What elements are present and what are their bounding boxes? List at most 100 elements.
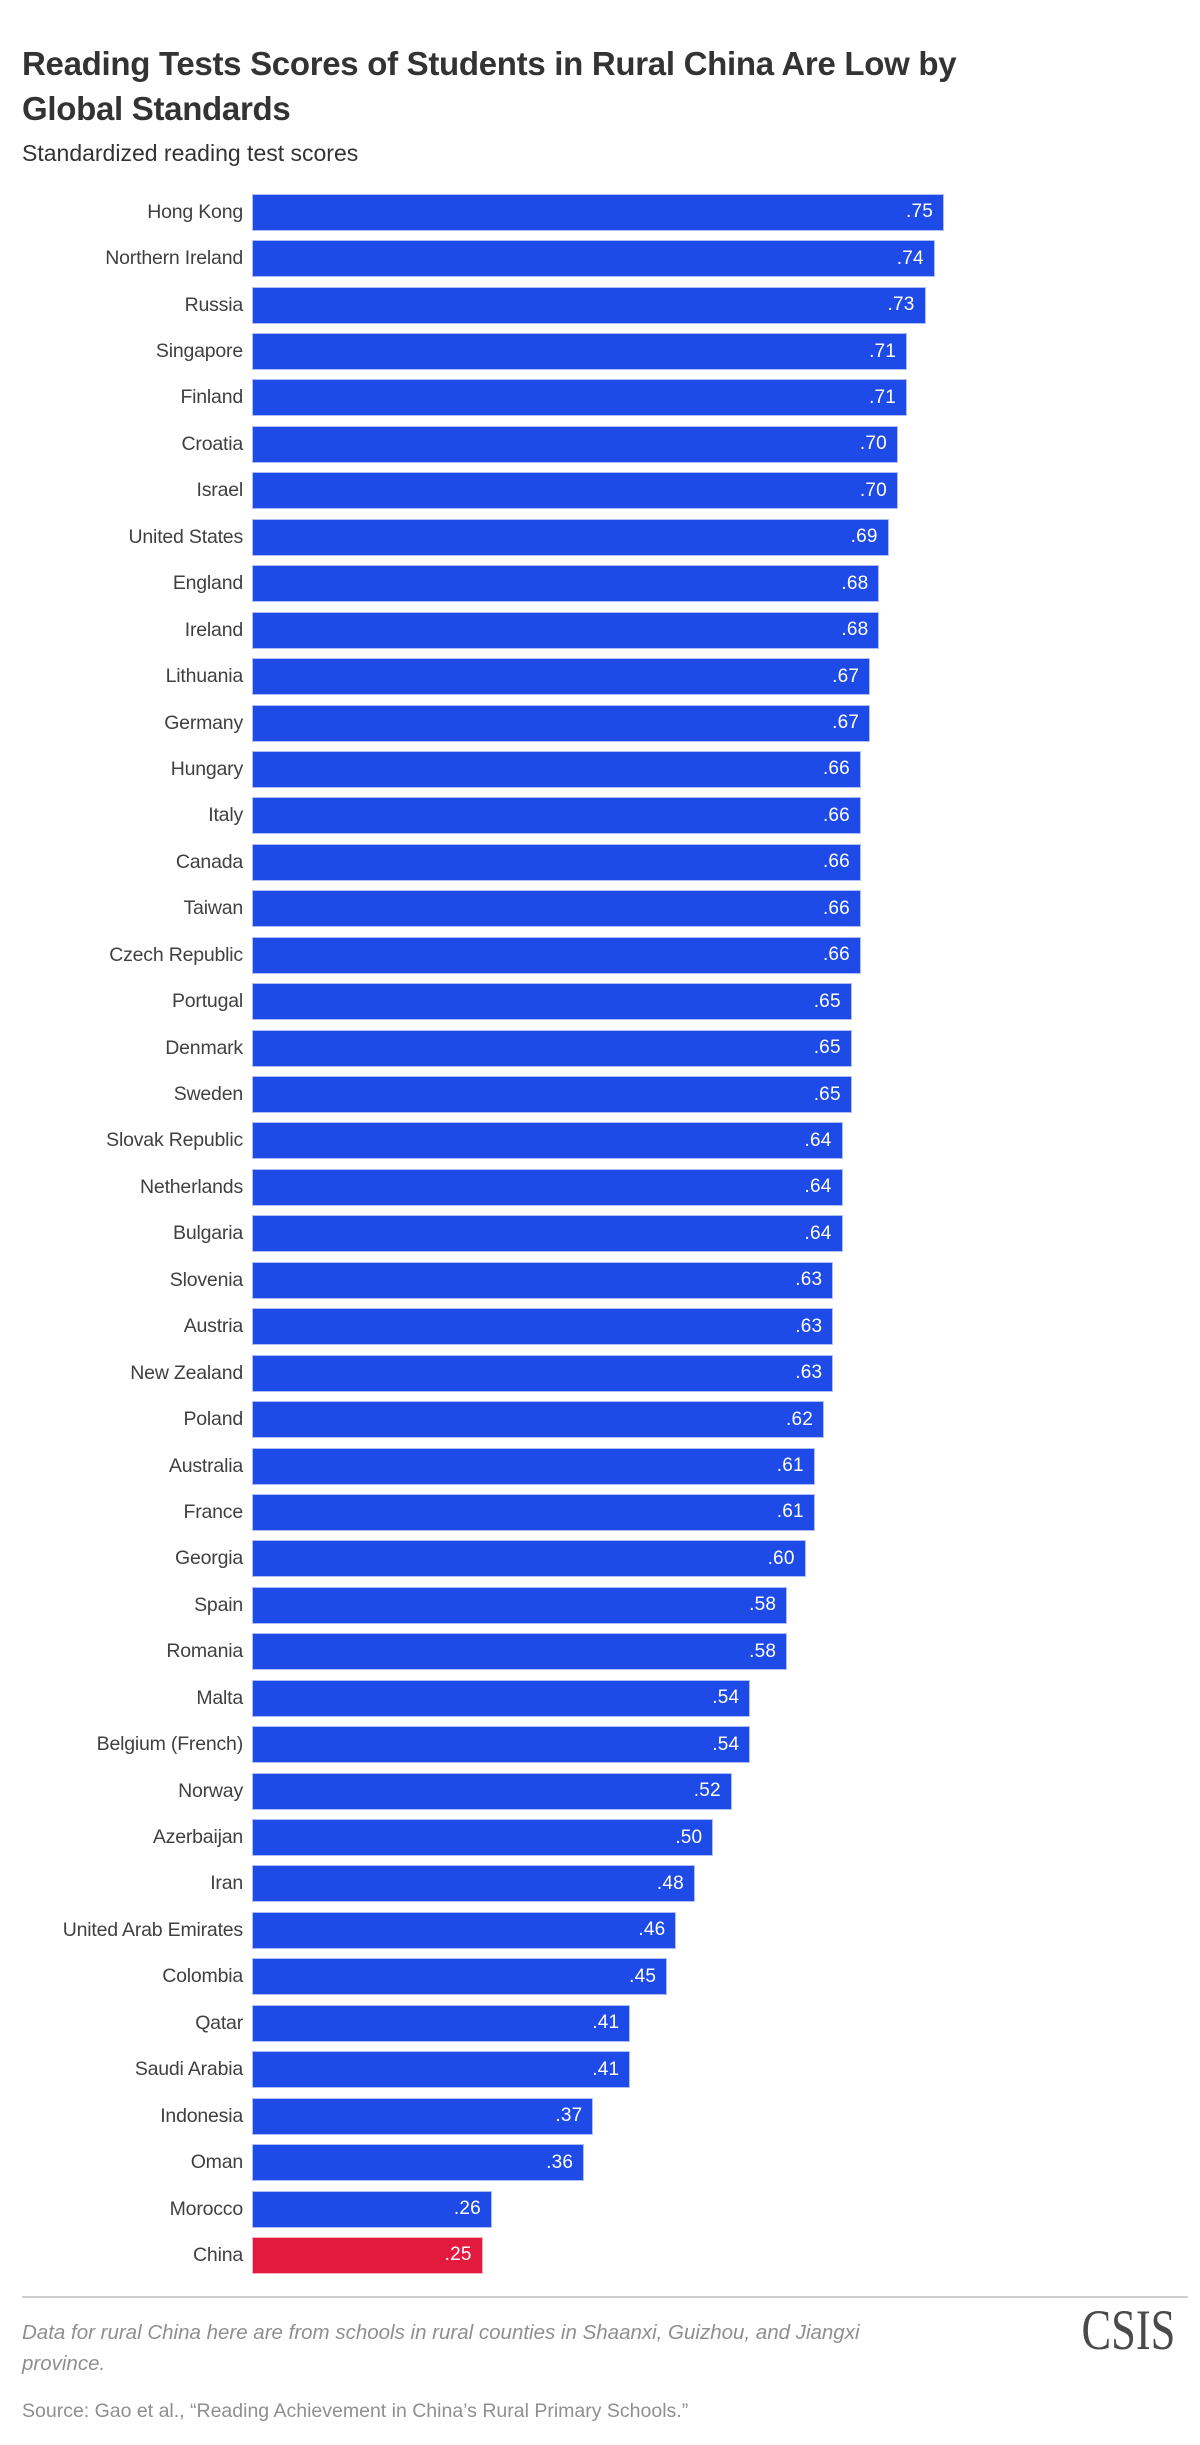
country-label: Colombia	[162, 1965, 243, 1988]
bar-track: .68	[252, 611, 1200, 649]
bar: .71	[252, 333, 908, 371]
bar-track: .61	[252, 1447, 1200, 1485]
value-label: .58	[749, 1594, 777, 1616]
bar-track: .68	[252, 565, 1200, 603]
bar-row: Hungary .66	[0, 746, 1200, 792]
bar-track: .75	[252, 193, 1200, 231]
bar-track: .70	[252, 472, 1200, 510]
bar-row: Finland .71	[0, 375, 1200, 421]
bar-track: .67	[252, 658, 1200, 696]
bar-track: .41	[252, 2051, 1200, 2089]
bar-track: .63	[252, 1308, 1200, 1346]
bar-row: Austria .63	[0, 1304, 1200, 1350]
bar-row: Poland .62	[0, 1396, 1200, 1442]
chart-subtitle: Standardized reading test scores	[22, 140, 359, 166]
bar-track: .66	[252, 797, 1200, 835]
bar-track: .58	[252, 1633, 1200, 1671]
bar-row: Romania .58	[0, 1629, 1200, 1675]
country-label: United Arab Emirates	[62, 1918, 243, 1941]
value-label: .66	[822, 944, 850, 966]
bar: .50	[252, 1819, 714, 1857]
bar-track: .70	[252, 425, 1200, 463]
value-label: .69	[850, 526, 878, 548]
bar: .54	[252, 1726, 751, 1764]
value-label: .52	[693, 1780, 721, 1802]
bar: .26	[252, 2190, 492, 2228]
bar-track: .62	[252, 1401, 1200, 1439]
country-label: Lithuania	[165, 665, 244, 688]
value-label: .60	[767, 1547, 795, 1569]
bar-row: United States .69	[0, 514, 1200, 560]
country-label: United States	[128, 525, 244, 548]
value-label: .66	[822, 851, 850, 873]
country-label: Singapore	[155, 340, 243, 363]
bar-row: Slovenia .63	[0, 1257, 1200, 1303]
bar-track: .63	[252, 1354, 1200, 1392]
country-label: Morocco	[169, 2197, 244, 2220]
bar: .68	[252, 565, 880, 603]
bar-row: New Zealand .63	[0, 1350, 1200, 1396]
country-label: Czech Republic	[109, 943, 243, 966]
bar-track: .64	[252, 1168, 1200, 1206]
country-label: France	[183, 1500, 244, 1523]
bar: .63	[252, 1354, 834, 1392]
footer-divider	[22, 2296, 1188, 2298]
country-label: Slovak Republic	[106, 1129, 243, 1152]
bar-row: Norway .52	[0, 1768, 1200, 1814]
country-label: Austria	[183, 1315, 243, 1338]
bar-track: .45	[252, 1958, 1200, 1996]
bar-chart: Hong Kong .75 Northern Ireland .74 Russia .73…	[0, 189, 1200, 2279]
value-label: .63	[795, 1362, 823, 1384]
bar-row: Colombia .45	[0, 1954, 1200, 2000]
bar: .64	[252, 1168, 843, 1206]
bar: .45	[252, 1958, 668, 1996]
bar: .60	[252, 1540, 806, 1578]
country-label: Norway	[178, 1779, 243, 1802]
bar-row: Spain .58	[0, 1582, 1200, 1628]
bar-track: .65	[252, 983, 1200, 1021]
country-label: Saudi Arabia	[134, 2058, 243, 2081]
value-label: .50	[675, 1826, 703, 1848]
country-label: Croatia	[181, 432, 244, 455]
bar: .65	[252, 983, 852, 1021]
bar-track: .54	[252, 1726, 1200, 1764]
country-label: China	[193, 2243, 243, 2266]
bar-row: United Arab Emirates .46	[0, 1907, 1200, 1953]
country-label: Poland	[183, 1408, 243, 1431]
bar-row: Georgia .60	[0, 1536, 1200, 1582]
bar: .69	[252, 518, 889, 556]
bar: .66	[252, 890, 861, 928]
source-text: Source: Gao et al., “Reading Achievement…	[22, 2400, 689, 2422]
bar-row: Belgium (French) .54	[0, 1721, 1200, 1767]
bar: .66	[252, 750, 861, 788]
bar-track: .64	[252, 1215, 1200, 1253]
bar-track: .66	[252, 890, 1200, 928]
value-label: .70	[859, 479, 887, 501]
bar-row: Saudi Arabia .41	[0, 2047, 1200, 2093]
country-label: Finland	[180, 386, 243, 409]
country-label: Germany	[164, 711, 243, 734]
value-label: .71	[869, 386, 897, 408]
country-label: Australia	[168, 1454, 243, 1477]
country-label: England	[172, 572, 243, 595]
bar: .64	[252, 1215, 843, 1253]
bar: .58	[252, 1586, 788, 1624]
bar-row: Italy .66	[0, 793, 1200, 839]
bar-row: Northern Ireland .74	[0, 235, 1200, 281]
country-label: Netherlands	[140, 1175, 243, 1198]
bar-track: .71	[252, 379, 1200, 417]
bar-track: .67	[252, 704, 1200, 742]
value-label: .62	[786, 1408, 814, 1430]
bar-track: .61	[252, 1493, 1200, 1531]
value-label: .25	[444, 2244, 472, 2266]
bar-row: Portugal .65	[0, 978, 1200, 1024]
value-label: .68	[841, 619, 869, 641]
country-label: Northern Ireland	[105, 247, 243, 270]
value-label: .63	[795, 1315, 823, 1337]
country-label: Azerbaijan	[152, 1826, 243, 1849]
bar-track: .26	[252, 2190, 1200, 2228]
bar: .67	[252, 658, 871, 696]
value-label: .36	[546, 2151, 574, 2173]
bar-track: .36	[252, 2144, 1200, 2182]
